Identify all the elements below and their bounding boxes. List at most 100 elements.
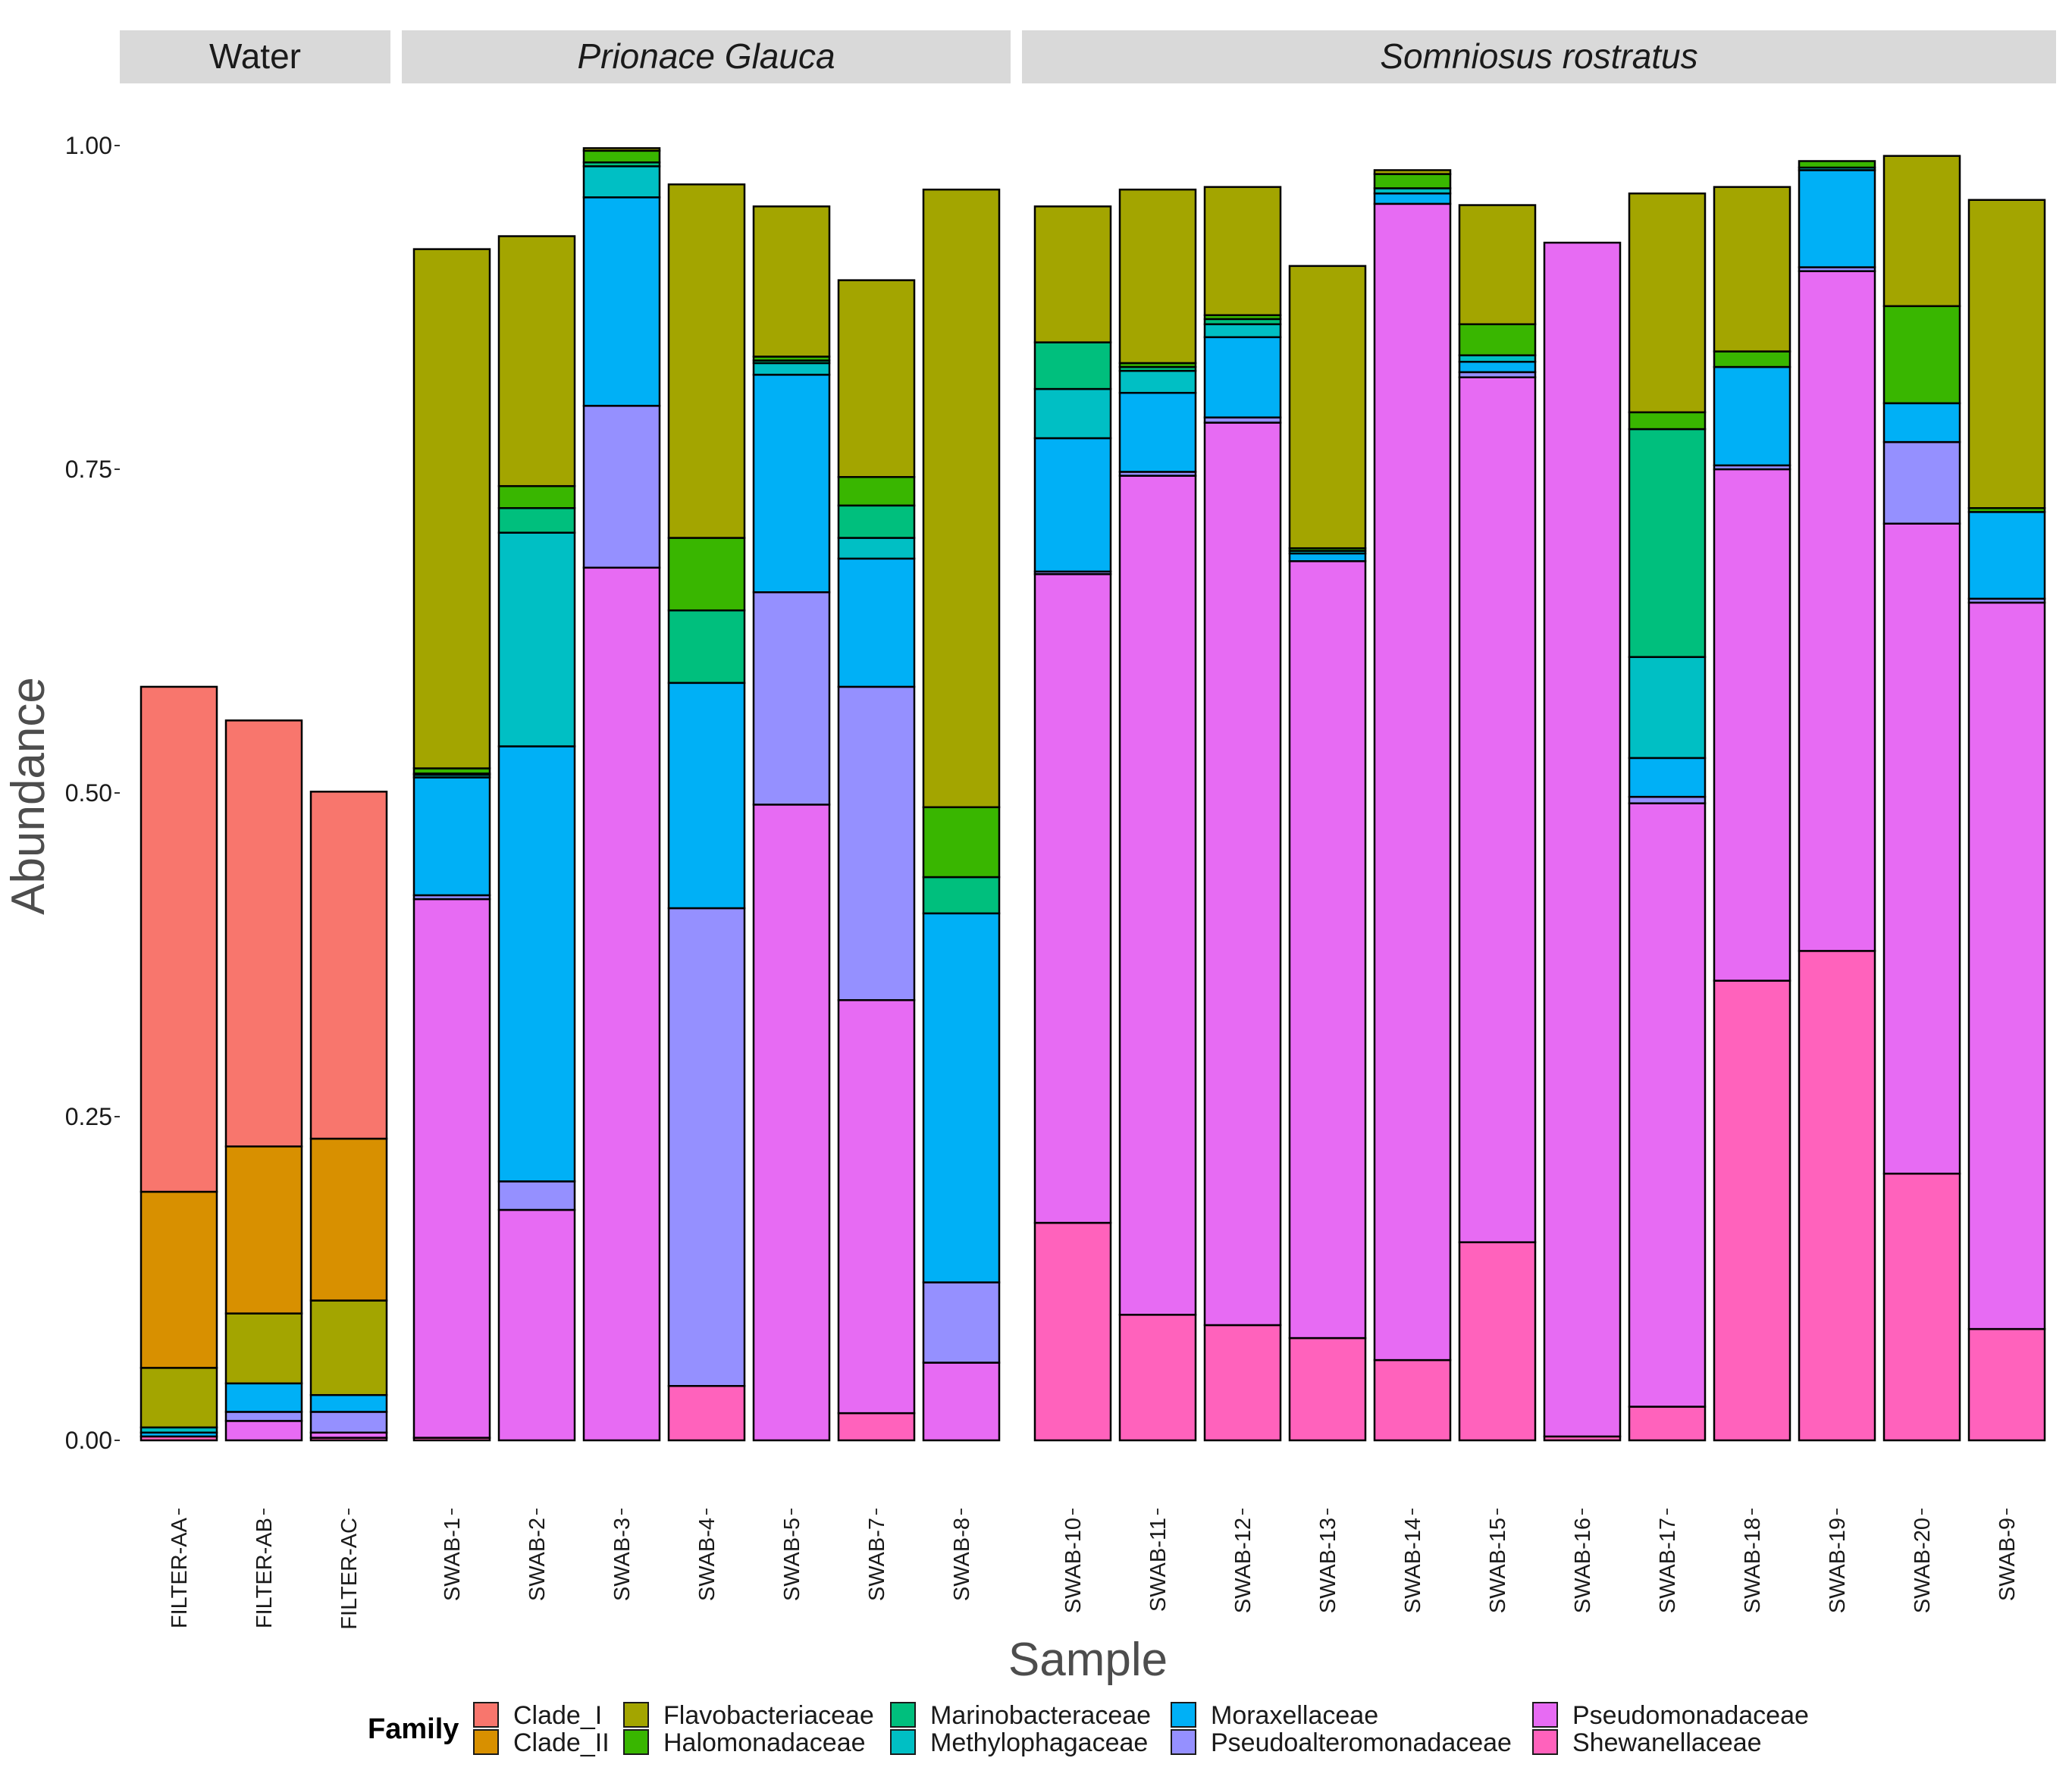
bar-segment [752, 591, 831, 806]
bar-segment [1967, 511, 2046, 600]
bar-segment [1203, 186, 1282, 316]
x-tick-label: FILTER-AB [252, 1518, 277, 1628]
legend-key [473, 1702, 499, 1728]
legend-key [623, 1702, 649, 1728]
bar-segment [582, 566, 661, 1442]
bar-segment [1628, 428, 1707, 658]
x-tick-label: SWAB-15 [1486, 1518, 1510, 1613]
bar-segment [1628, 757, 1707, 798]
bar-segment [837, 685, 916, 1001]
bar-segment [1203, 421, 1282, 1327]
bar-segment [1628, 1405, 1707, 1442]
x-tick-label: SWAB-2 [525, 1518, 550, 1601]
legend-key [473, 1729, 499, 1755]
bar-segment [1798, 160, 1876, 169]
x-tick-label: SWAB-9 [1995, 1518, 2020, 1601]
facet-strip [120, 30, 390, 83]
bar-segment [224, 1411, 303, 1422]
x-tick-label: SWAB-12 [1231, 1518, 1255, 1613]
y-tick-label: 0.00 [65, 1427, 112, 1454]
x-tick-label: SWAB-1 [440, 1518, 465, 1601]
bars [139, 147, 2046, 1442]
y-tick-label: 0.50 [65, 779, 112, 807]
bar-segment [1628, 192, 1707, 414]
bar-segment [1033, 437, 1112, 573]
bar-segment [1458, 376, 1537, 1243]
bar-segment [1033, 205, 1112, 343]
bar-segment [1713, 350, 1791, 368]
bar-segment [922, 806, 1001, 879]
bar-segment [497, 1208, 576, 1442]
bar-segment [1373, 202, 1452, 1362]
bar-segment [1967, 199, 2046, 509]
x-tick-label: SWAB-8 [950, 1518, 974, 1601]
legend-key [1171, 1729, 1196, 1755]
x-tick-label: SWAB-4 [695, 1518, 719, 1601]
bar-segment [667, 1385, 746, 1442]
bar-segment [1373, 192, 1452, 205]
x-tick-label: FILTER-AC [337, 1518, 362, 1630]
x-tick-label: SWAB-20 [1911, 1518, 1935, 1613]
bar-segment [1288, 552, 1367, 562]
bar-segment [1373, 169, 1452, 175]
bar-segment [837, 999, 916, 1415]
bar-segment [1713, 186, 1791, 353]
bar-segment [1373, 1358, 1452, 1442]
bar-segment [1458, 1241, 1537, 1442]
bar-segment [1458, 204, 1537, 325]
x-tick-label: SWAB-17 [1656, 1518, 1680, 1613]
bar-segment [1798, 270, 1876, 952]
bar-segment [497, 1180, 576, 1211]
bar-segment [497, 484, 576, 509]
bar-segment [1203, 336, 1282, 418]
bar-segment [1118, 391, 1197, 473]
bar-segment [1882, 305, 1961, 405]
bar-segment [837, 475, 916, 507]
bar-segment [752, 362, 831, 376]
y-axis: 0.00 0.25 0.50 0.75 1.00 [65, 132, 120, 1454]
bar-segment [1882, 402, 1961, 443]
bar-segment [224, 1145, 303, 1315]
x-tick-label: SWAB-10 [1061, 1518, 1086, 1613]
legend-label: Moraxellaceae [1211, 1701, 1378, 1730]
bar-segment [1628, 656, 1707, 760]
y-tick-label: 1.00 [65, 132, 112, 159]
x-tick-label: SWAB-16 [1571, 1518, 1595, 1613]
bar-segment [497, 531, 576, 747]
bar-segment [1203, 323, 1282, 339]
legend-key [890, 1729, 916, 1755]
facet-strip-label: Water [209, 36, 301, 76]
x-tick-label: SWAB-18 [1741, 1518, 1765, 1613]
legend-key [890, 1702, 916, 1728]
x-tick-label: SWAB-14 [1401, 1518, 1425, 1613]
facet-strip [1022, 30, 2056, 83]
bar-segment [837, 557, 916, 688]
bar-segment [1713, 365, 1791, 467]
bar-segment [1373, 173, 1452, 190]
bar-segment [1118, 475, 1197, 1316]
legend-label: Methylophagaceae [930, 1728, 1148, 1757]
legend-label: Shewanellaceae [1572, 1728, 1762, 1757]
bar-segment [837, 279, 916, 478]
bar-segment [837, 537, 916, 560]
legend-label: Marinobacteraceae [930, 1701, 1151, 1730]
bar-segment [412, 776, 491, 897]
bar-segment [1967, 1327, 2046, 1442]
y-tick-label: 0.75 [65, 456, 112, 483]
x-tick-label: FILTER-AA [168, 1517, 192, 1628]
bar-segment [1458, 354, 1537, 363]
bar-segment [224, 1382, 303, 1413]
bar-segment [309, 1299, 388, 1396]
x-tick-label: SWAB-19 [1826, 1518, 1850, 1613]
bar-segment [667, 907, 746, 1387]
bar-segment [1288, 560, 1367, 1340]
y-axis-title: Abundance [2, 677, 55, 915]
bar-segment [497, 235, 576, 487]
legend-key [1532, 1702, 1558, 1728]
bar-segment [922, 1362, 1001, 1442]
x-axis-title: Sample [1008, 1634, 1168, 1686]
bar-segment [582, 165, 661, 199]
bar-segment [1118, 188, 1197, 365]
bar-segment [1628, 795, 1707, 804]
